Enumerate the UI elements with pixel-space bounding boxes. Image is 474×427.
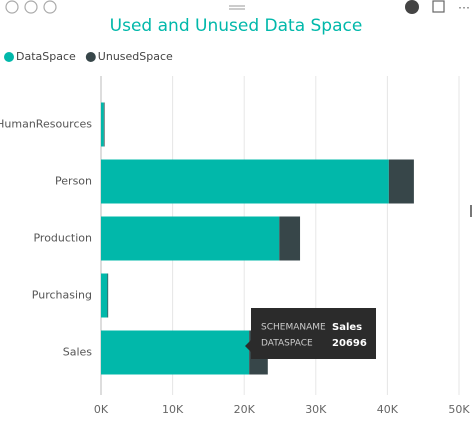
bar	[107, 273, 109, 318]
y-tick-label: HumanResources	[0, 118, 92, 131]
bar	[103, 102, 105, 147]
legend-swatch	[4, 52, 14, 62]
x-tick-label: 50K	[448, 403, 470, 416]
bar	[101, 102, 104, 147]
x-tick-label: 30K	[305, 403, 327, 416]
x-tick-label: 0K	[94, 403, 109, 416]
y-tick-label: Production	[33, 232, 92, 245]
drill-up-icon[interactable]	[5, 0, 19, 14]
bar	[101, 159, 389, 204]
focus-icon[interactable]	[432, 0, 445, 13]
drill-down-icon[interactable]	[24, 0, 38, 14]
legend-label: UnusedSpace	[98, 50, 173, 63]
bar	[279, 216, 301, 261]
expand-level-icon[interactable]	[43, 0, 57, 14]
bar	[388, 159, 414, 204]
y-tick-label: Purchasing	[32, 289, 92, 302]
x-tick-label: 10K	[162, 403, 184, 416]
header-icons: …	[5, 0, 470, 14]
x-tick-label: 40K	[377, 403, 399, 416]
tooltip-value: Sales	[332, 322, 362, 333]
legend-label: DataSpace	[16, 50, 76, 63]
tooltip-value: 20696	[332, 338, 367, 349]
y-tick-label: Person	[55, 175, 92, 188]
more-icon[interactable]: …	[458, 0, 470, 12]
chart-title: Used and Unused Data Space	[110, 16, 363, 36]
x-tick-label: 20K	[234, 403, 256, 416]
y-tick-label: Sales	[63, 346, 93, 359]
legend-swatch	[85, 52, 96, 62]
tooltip-label: SCHEMANAME	[261, 323, 326, 333]
bar	[101, 216, 280, 261]
tooltip-label: DATASPACE	[261, 339, 313, 349]
tooltip-box	[245, 308, 376, 359]
download-icon[interactable]	[405, 0, 419, 14]
bar	[101, 330, 250, 375]
bar	[101, 273, 108, 318]
